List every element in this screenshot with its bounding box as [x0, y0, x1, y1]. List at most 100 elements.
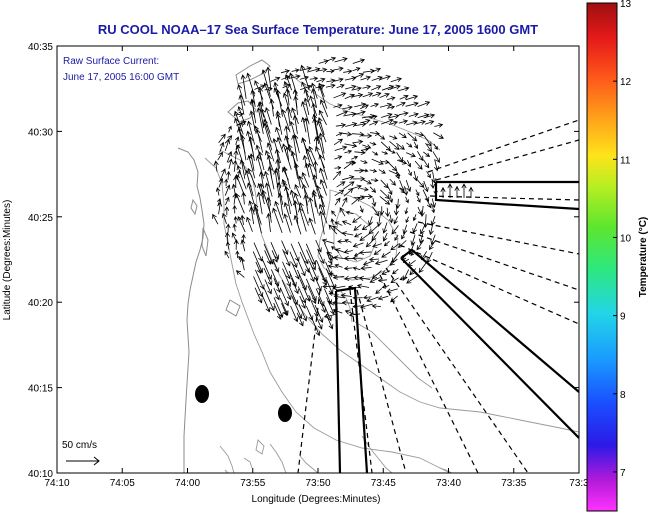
current-vector — [311, 192, 319, 214]
current-vector — [335, 122, 347, 128]
current-vector — [333, 92, 347, 99]
current-vector — [307, 285, 317, 305]
current-vector — [332, 225, 343, 235]
current-vector — [461, 183, 467, 198]
y-tick-label: 40:30 — [28, 127, 53, 138]
current-vector — [235, 193, 245, 214]
current-vector — [303, 88, 311, 107]
current-vector — [388, 149, 396, 154]
current-vector — [240, 239, 246, 252]
current-vector — [285, 87, 291, 106]
current-vector — [253, 276, 264, 298]
current-vector — [308, 196, 316, 224]
current-vector — [388, 214, 394, 224]
current-vector — [232, 192, 238, 205]
current-vector — [398, 119, 409, 125]
current-vector — [390, 243, 400, 251]
current-vector — [285, 106, 291, 127]
current-vector — [336, 83, 345, 89]
current-vector — [405, 180, 412, 193]
current-vector — [424, 120, 435, 125]
current-vector — [294, 183, 302, 198]
current-vector — [311, 88, 317, 108]
current-vector — [389, 140, 400, 151]
map-panel: 50 cm/s Raw Surface Current: June 17, 20… — [56, 45, 580, 474]
current-vector — [354, 121, 367, 127]
current-vector — [261, 69, 271, 97]
current-vector — [430, 215, 436, 226]
current-vector — [232, 204, 237, 214]
current-vector — [292, 200, 299, 224]
current-vector — [428, 239, 437, 251]
current-vector — [299, 251, 310, 273]
current-vector — [237, 215, 246, 233]
current-vector — [258, 171, 264, 189]
current-vector — [263, 287, 275, 312]
current-vector — [299, 201, 309, 226]
figure-title: RU COOL NOAA–17 Sea Surface Temperature:… — [98, 22, 538, 37]
current-vector — [362, 84, 372, 90]
current-vector — [372, 243, 382, 248]
current-vector — [281, 303, 288, 316]
current-vector — [354, 168, 365, 174]
x-tick-label: 73:45 — [371, 478, 396, 489]
current-vector — [381, 112, 393, 118]
current-vector — [417, 150, 424, 162]
current-vector — [371, 91, 382, 97]
current-vector — [343, 266, 353, 271]
current-vector — [234, 136, 240, 145]
current-vector — [297, 241, 309, 265]
current-vector — [318, 85, 328, 109]
x-tick-label: 74:00 — [175, 478, 200, 489]
current-vector — [265, 66, 272, 91]
current-vector — [263, 268, 273, 286]
current-vector — [264, 279, 272, 295]
current-vector — [369, 168, 378, 173]
current-vector — [386, 105, 396, 110]
current-vector — [326, 69, 335, 74]
current-vector — [300, 64, 310, 91]
current-vector — [279, 297, 289, 316]
current-vector — [298, 304, 308, 322]
current-vector — [342, 175, 355, 181]
current-vector — [226, 170, 231, 180]
current-vector — [352, 242, 364, 248]
current-vector — [333, 255, 344, 261]
current-vector — [390, 295, 398, 303]
current-vector — [366, 296, 379, 303]
current-vector — [434, 123, 444, 128]
current-vector — [377, 277, 388, 283]
scale-arrow — [66, 456, 100, 466]
current-vector — [417, 113, 430, 119]
current-vector — [262, 118, 273, 143]
current-vector — [393, 216, 398, 225]
current-vector — [296, 312, 304, 327]
current-vector — [353, 232, 362, 238]
current-vector — [369, 277, 380, 283]
current-vector — [315, 278, 322, 292]
current-vector — [408, 112, 419, 118]
colorbar-tick-label: 11 — [620, 155, 631, 166]
annotation-line-2: June 17, 2005 16:00 GMT — [63, 72, 179, 83]
current-vector — [423, 159, 430, 169]
current-vector — [360, 265, 372, 271]
colorbar: 7 8 9 10 11 12 13 Temperature (°C) — [586, 0, 649, 512]
current-vector — [244, 169, 254, 197]
current-vector — [233, 110, 244, 135]
current-vector — [398, 132, 407, 139]
current-vector — [351, 155, 359, 160]
current-vector — [341, 300, 355, 306]
current-vector — [362, 260, 373, 266]
current-vector — [281, 108, 291, 133]
current-vector — [257, 86, 264, 107]
current-vector — [308, 260, 319, 281]
current-vector — [418, 261, 428, 274]
current-vector — [246, 216, 253, 232]
current-vector — [305, 148, 317, 172]
current-vector — [344, 142, 358, 148]
current-vector — [354, 149, 366, 156]
current-vector — [369, 141, 377, 146]
current-vector — [390, 277, 399, 283]
current-vector — [399, 276, 408, 281]
